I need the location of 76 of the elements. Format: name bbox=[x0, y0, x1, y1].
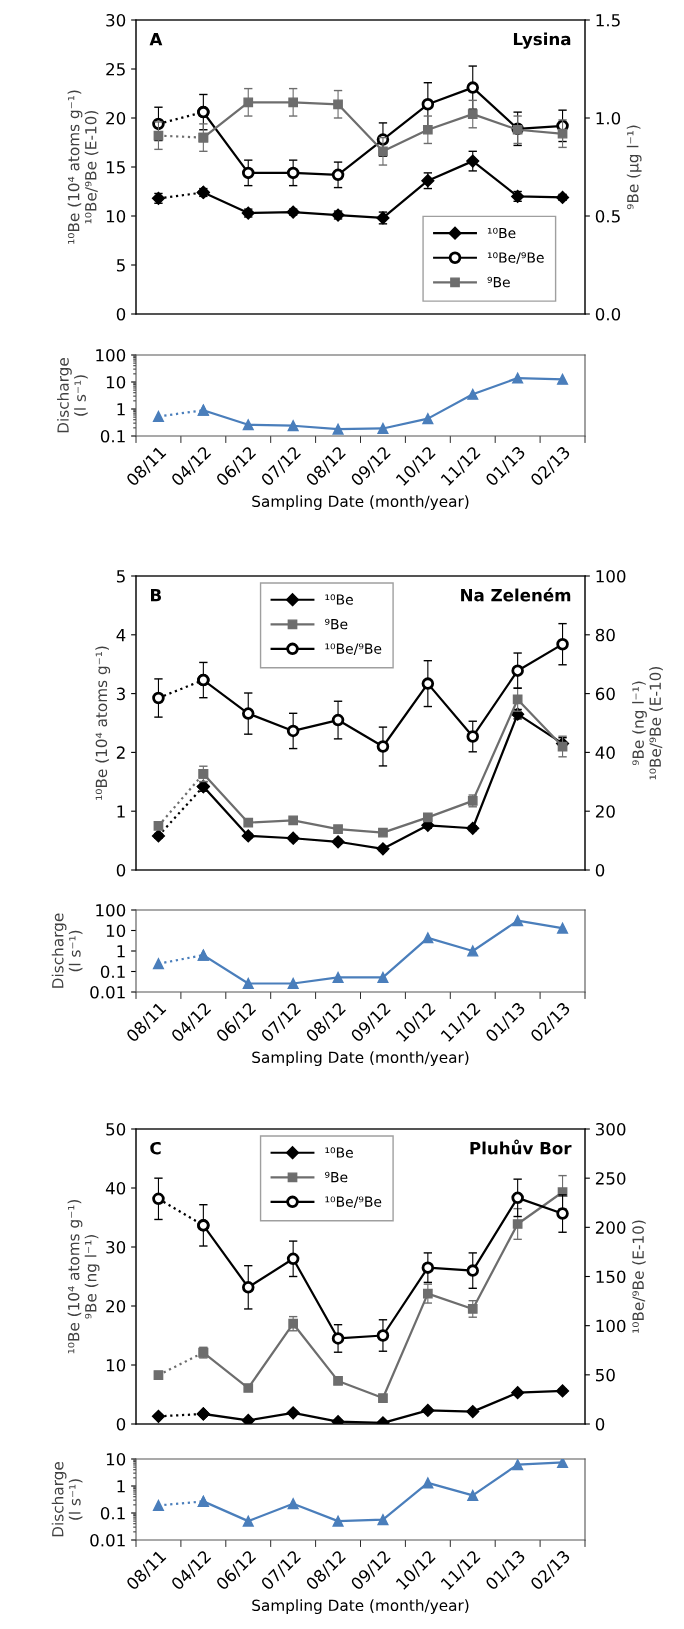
y-tick-label: 10 bbox=[106, 1358, 126, 1372]
y-tick-label: 1 bbox=[117, 403, 125, 416]
annotation: Na Zeleném bbox=[461, 587, 571, 602]
y-tick-label: 0.1 bbox=[100, 965, 125, 979]
y-tick-label: 100 bbox=[96, 348, 126, 362]
y-tick-label: 10 bbox=[106, 209, 126, 223]
y-tick-label: 1 bbox=[117, 805, 125, 818]
y-tick-label: 0 bbox=[116, 307, 126, 321]
y2-tick-label: 1.5 bbox=[596, 14, 620, 27]
y2-tick-label: 40 bbox=[595, 746, 615, 759]
y-tick-label: 100 bbox=[96, 903, 126, 917]
y-tick-label: 1 bbox=[117, 1480, 125, 1493]
y2-tick-label: 200 bbox=[595, 1221, 626, 1234]
y2-tick-label: 20 bbox=[595, 805, 615, 818]
legend-label: ¹⁰Be bbox=[325, 594, 353, 605]
x-axis-title: Sampling Date (month/year) bbox=[252, 495, 469, 511]
y-tick-label: 0.1 bbox=[100, 429, 125, 443]
y-axis-title: ¹⁰Be (10⁴ atoms g⁻¹) bbox=[95, 646, 111, 800]
y-tick-label: 2 bbox=[116, 746, 125, 759]
legend-label: ¹⁰Be/⁹Be bbox=[325, 643, 382, 655]
y-tick-label: 0 bbox=[116, 863, 126, 877]
y2-tick-label: 0.0 bbox=[595, 307, 621, 321]
y2-tick-label: 0.5 bbox=[595, 209, 620, 223]
legend-label: ¹⁰Be/⁹Be bbox=[325, 1196, 382, 1208]
y-tick-label: 10 bbox=[106, 375, 126, 389]
y-axis-title: ¹⁰Be (10⁴ atoms g⁻¹) ¹⁰Be/⁹Be (E-10) bbox=[67, 90, 99, 244]
y-axis-title: Discharge (l s⁻¹) bbox=[51, 1462, 83, 1537]
y-axis-title: ¹⁰Be (10⁴ atoms g⁻¹) ⁹Be (ng l⁻¹) bbox=[67, 1200, 100, 1354]
y2-tick-label: 50 bbox=[596, 1368, 615, 1382]
y-tick-label: 15 bbox=[106, 161, 125, 174]
y-tick-label: 30 bbox=[106, 1240, 126, 1254]
y2-tick-label: 1.0 bbox=[596, 111, 621, 125]
legend-label: ¹⁰Be bbox=[487, 227, 516, 239]
y2-tick-label: 250 bbox=[595, 1172, 626, 1185]
annotation: Lysina bbox=[513, 32, 571, 49]
y2-tick-label: 150 bbox=[596, 1270, 626, 1284]
y-tick-label: 10 bbox=[106, 1452, 126, 1466]
y-tick-label: 50 bbox=[106, 1122, 126, 1136]
y-tick-label: 3 bbox=[116, 687, 125, 701]
y-tick-label: 5 bbox=[116, 259, 125, 272]
y-tick-label: 0.01 bbox=[90, 1533, 125, 1547]
y-tick-label: 1 bbox=[117, 945, 125, 958]
y-tick-label: 0.1 bbox=[100, 1506, 125, 1520]
y-axis-title: Discharge (l s⁻¹) bbox=[51, 913, 83, 988]
y-tick-label: 20 bbox=[106, 1299, 126, 1313]
legend-label: ¹⁰Be/⁹Be bbox=[487, 252, 544, 264]
annotation: A bbox=[149, 33, 163, 46]
y2-tick-label: 80 bbox=[595, 628, 615, 642]
y-tick-label: 20 bbox=[106, 111, 126, 125]
y-axis-title: Discharge (l s⁻¹) bbox=[57, 358, 88, 433]
legend-label: ⁹Be bbox=[325, 618, 348, 630]
y2-tick-label: 100 bbox=[596, 569, 626, 583]
annotation: Pluhův Bor bbox=[470, 1139, 572, 1155]
x-axis-title: Sampling Date (month/year) bbox=[252, 1051, 469, 1067]
y-tick-label: 4 bbox=[116, 628, 126, 642]
y-tick-label: 30 bbox=[106, 13, 126, 27]
y2-tick-label: 60 bbox=[595, 687, 615, 701]
y2-tick-label: 0 bbox=[595, 863, 605, 877]
y2-axis-title: ⁹Be (µg l⁻¹) bbox=[626, 125, 642, 210]
y2-tick-label: 100 bbox=[596, 1319, 626, 1333]
y-tick-label: 40 bbox=[105, 1181, 126, 1195]
y-tick-label: 5 bbox=[116, 570, 125, 583]
legend-label: ⁹Be bbox=[487, 276, 510, 288]
y2-tick-label: 0 bbox=[595, 1417, 605, 1431]
legend-label: ⁹Be bbox=[325, 1171, 348, 1183]
y-tick-label: 25 bbox=[106, 62, 125, 76]
annotation: C bbox=[150, 1141, 161, 1155]
y-tick-label: 10 bbox=[106, 924, 126, 938]
y2-axis-title: ⁹Be (ng l⁻¹) ¹⁰Be/⁹Be (E-10) bbox=[632, 666, 663, 780]
annotation: B bbox=[151, 589, 161, 602]
y-tick-label: 0.01 bbox=[90, 985, 125, 999]
y2-axis-title: ¹⁰Be/⁹Be (E-10) bbox=[632, 1220, 646, 1333]
legend-label: ¹⁰Be bbox=[325, 1147, 353, 1158]
y-tick-label: 0 bbox=[116, 1417, 126, 1431]
x-axis-title: Sampling Date (month/year) bbox=[252, 1599, 469, 1615]
y2-tick-label: 300 bbox=[595, 1122, 626, 1136]
